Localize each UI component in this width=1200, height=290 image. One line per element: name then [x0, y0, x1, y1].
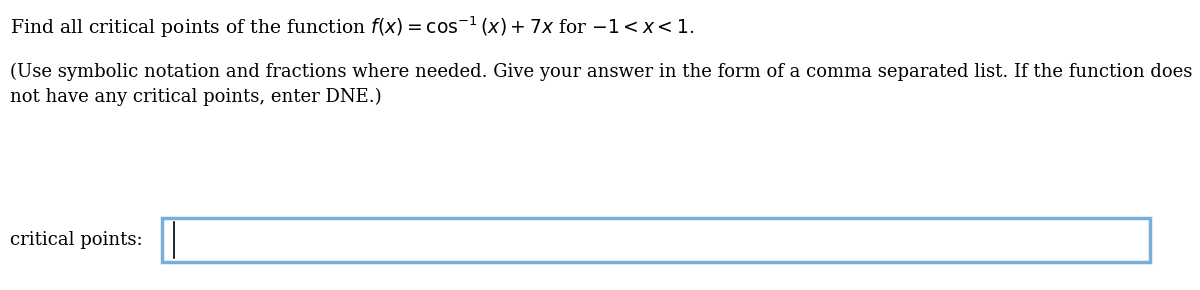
FancyBboxPatch shape	[162, 218, 1150, 262]
Text: (Use symbolic notation and fractions where needed. Give your answer in the form : (Use symbolic notation and fractions whe…	[10, 63, 1193, 81]
Text: Find all critical points of the function $f(x) = \cos^{-1}(x) + 7x$ for $-1 < x : Find all critical points of the function…	[10, 14, 695, 39]
Text: critical points:: critical points:	[10, 231, 143, 249]
Text: not have any critical points, enter DNE.): not have any critical points, enter DNE.…	[10, 88, 382, 106]
